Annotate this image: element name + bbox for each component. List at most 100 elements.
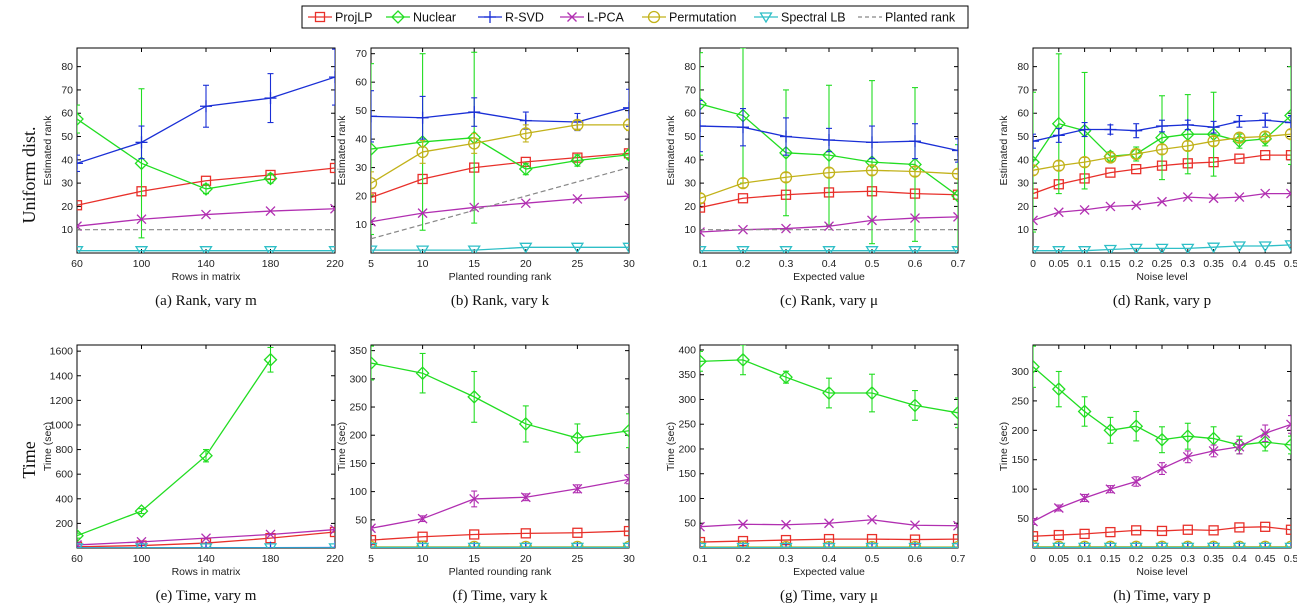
series-line (371, 152, 629, 199)
data-point (1033, 135, 1039, 148)
x-tick-label: 15 (468, 553, 480, 565)
data-point (134, 543, 149, 548)
data-point (77, 112, 84, 126)
plot-area (77, 48, 335, 253)
data-point (779, 171, 793, 184)
data-point (1051, 382, 1066, 397)
data-point (1234, 441, 1245, 452)
y-tick-label: 1000 (50, 419, 74, 431)
data-point (520, 492, 531, 503)
data-point (1105, 484, 1116, 495)
legend-item-r-svd: R-SVD (478, 11, 544, 25)
legend-label: Nuclear (413, 11, 456, 25)
y-axis-label: Time (sec) (42, 422, 54, 471)
data-point (371, 245, 378, 253)
data-point (1033, 215, 1038, 226)
error-bar (700, 52, 703, 156)
data-point (1181, 118, 1194, 131)
data-point (136, 536, 147, 547)
legend-item-planted-rank: Planted rank (858, 11, 956, 25)
data-point (1077, 542, 1092, 548)
data-point (371, 534, 377, 546)
data-point (1284, 438, 1291, 452)
data-point (1052, 246, 1066, 253)
error-bar (371, 171, 374, 196)
data-point (1079, 528, 1090, 540)
data-point (624, 191, 629, 202)
data-point (623, 101, 629, 114)
data-point (1131, 200, 1142, 211)
data-point (519, 242, 533, 253)
error-bar (371, 90, 374, 143)
data-point (1103, 423, 1118, 438)
data-point (134, 504, 149, 519)
data-point (264, 92, 277, 105)
x-tick-label: 0.5 (1284, 553, 1297, 565)
y-tick-label: 1600 (50, 346, 74, 358)
data-point (1131, 163, 1142, 175)
y-tick-label: 800 (55, 444, 73, 456)
y-tick-label: 250 (678, 419, 696, 431)
data-point (1131, 476, 1142, 487)
data-point (1129, 243, 1143, 253)
data-point (951, 405, 958, 420)
y-axis-label: Time (sec) (336, 422, 348, 471)
y-tick-label: 50 (684, 131, 696, 143)
x-axis-label: Noise level (1136, 271, 1187, 283)
series-spectral-lb (371, 242, 629, 253)
series-line (371, 478, 629, 529)
data-point (1258, 435, 1273, 450)
data-point (865, 164, 879, 177)
data-point (1234, 522, 1245, 533)
series-spectral-lb (77, 246, 335, 253)
data-point (417, 208, 428, 219)
error-bar (826, 377, 832, 409)
series-permutation (1033, 128, 1291, 177)
plot-frame (699, 344, 959, 549)
data-point (779, 145, 793, 160)
data-point (1259, 130, 1272, 143)
x-tick-label: 30 (623, 258, 635, 270)
error-bar (700, 350, 703, 372)
data-point (469, 493, 480, 504)
data-point (572, 527, 583, 538)
data-point (467, 389, 482, 404)
data-point (624, 474, 629, 485)
data-point (1181, 139, 1194, 152)
series-nuclear (1033, 53, 1291, 233)
series-line (371, 137, 629, 170)
x-tick-label: 0 (1030, 553, 1036, 565)
data-point (1157, 463, 1167, 474)
data-point (1260, 150, 1271, 161)
data-point (77, 200, 83, 211)
data-point (136, 214, 147, 225)
data-point (1033, 246, 1040, 253)
y-tick-label: 350 (678, 369, 696, 381)
x-axis-label: Expected value (793, 271, 865, 283)
data-point (416, 111, 429, 124)
error-bar (869, 373, 875, 413)
y-tick-label: 80 (684, 61, 696, 73)
series-line (371, 195, 629, 223)
data-point (866, 136, 878, 149)
y-tick-label: 70 (355, 48, 367, 60)
y-tick-label: 20 (1017, 201, 1029, 213)
data-point (1033, 359, 1040, 374)
panel-caption: (b) Rank, vary k (451, 293, 550, 309)
data-point (909, 135, 921, 148)
data-point (1033, 542, 1040, 548)
data-point (1104, 123, 1117, 136)
panel-caption: (e) Time, vary m (156, 588, 257, 604)
series-line (77, 118, 271, 190)
error-bar (77, 104, 80, 134)
x-tick-label: 0.3 (779, 553, 794, 565)
data-point (1285, 150, 1291, 161)
data-point (77, 528, 84, 543)
data-point (467, 542, 481, 548)
series-r-svd (700, 99, 958, 163)
y-tick-label: 250 (349, 402, 367, 414)
series-projlp (371, 525, 629, 546)
x-tick-label: 60 (71, 258, 83, 270)
x-tick-label: 100 (133, 258, 151, 270)
